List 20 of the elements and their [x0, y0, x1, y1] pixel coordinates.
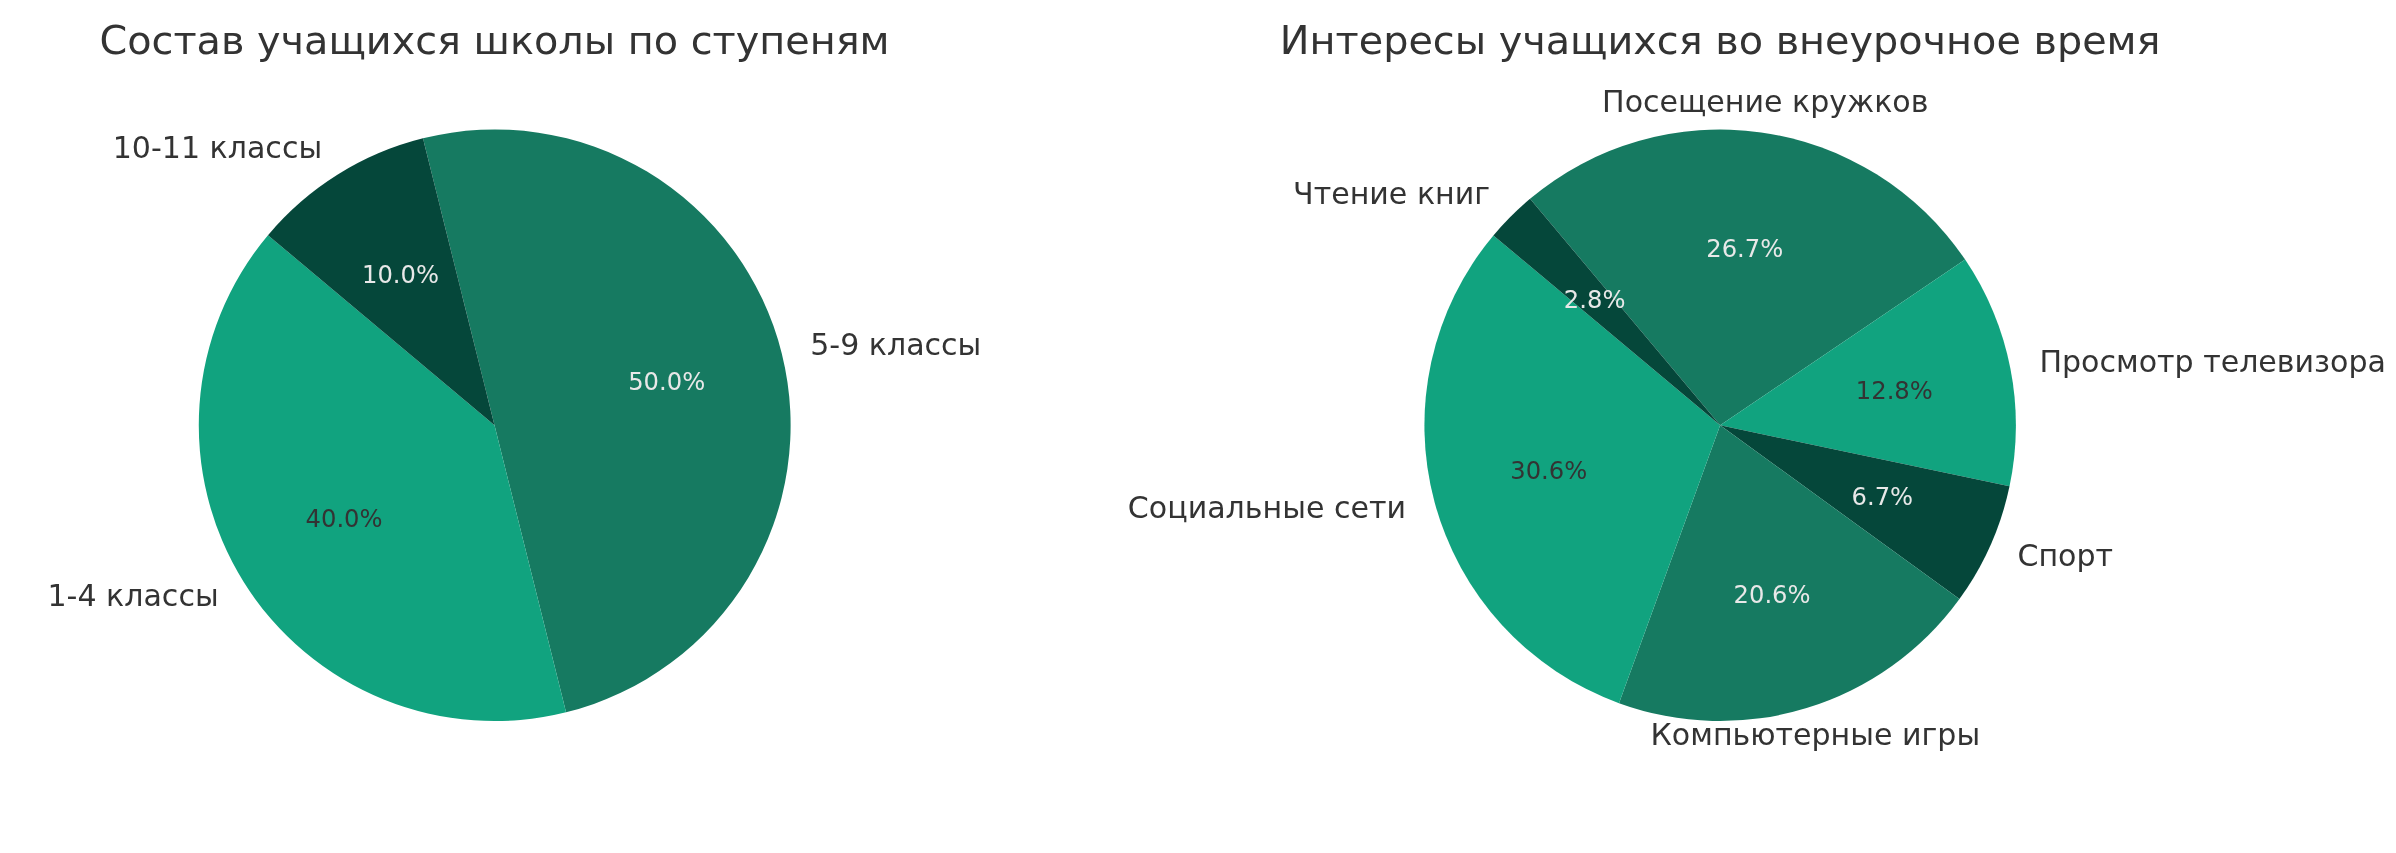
slice-label: Посещение кружков: [1602, 83, 1929, 119]
slice-label: Чтение книг: [1293, 176, 1490, 212]
data-label: 30.6%: [1510, 456, 1588, 486]
slice-label: Социальные сети: [1127, 490, 1406, 526]
data-label: 50.0%: [628, 367, 706, 397]
data-label: 2.8%: [1563, 284, 1626, 314]
chart-title: Интересы учащихся во внеурочное время: [1279, 16, 2161, 63]
data-label: 6.7%: [1851, 482, 1914, 512]
chart-title: Состав учащихся школы по ступеням: [99, 16, 890, 63]
data-label: 40.0%: [305, 504, 383, 534]
data-label: 12.8%: [1855, 375, 1933, 405]
data-label: 20.6%: [1733, 579, 1811, 609]
data-label: 26.7%: [1706, 234, 1784, 264]
slice-label: Спорт: [2017, 538, 2114, 574]
slice-label: Компьютерные игры: [1650, 717, 1981, 753]
slice-label: 5-9 классы: [810, 327, 982, 363]
slice-label: 10-11 классы: [112, 130, 323, 166]
slice-label: Просмотр телевизора: [2039, 343, 2386, 379]
data-label: 10.0%: [361, 259, 439, 289]
slice-label: 1-4 классы: [47, 578, 219, 614]
